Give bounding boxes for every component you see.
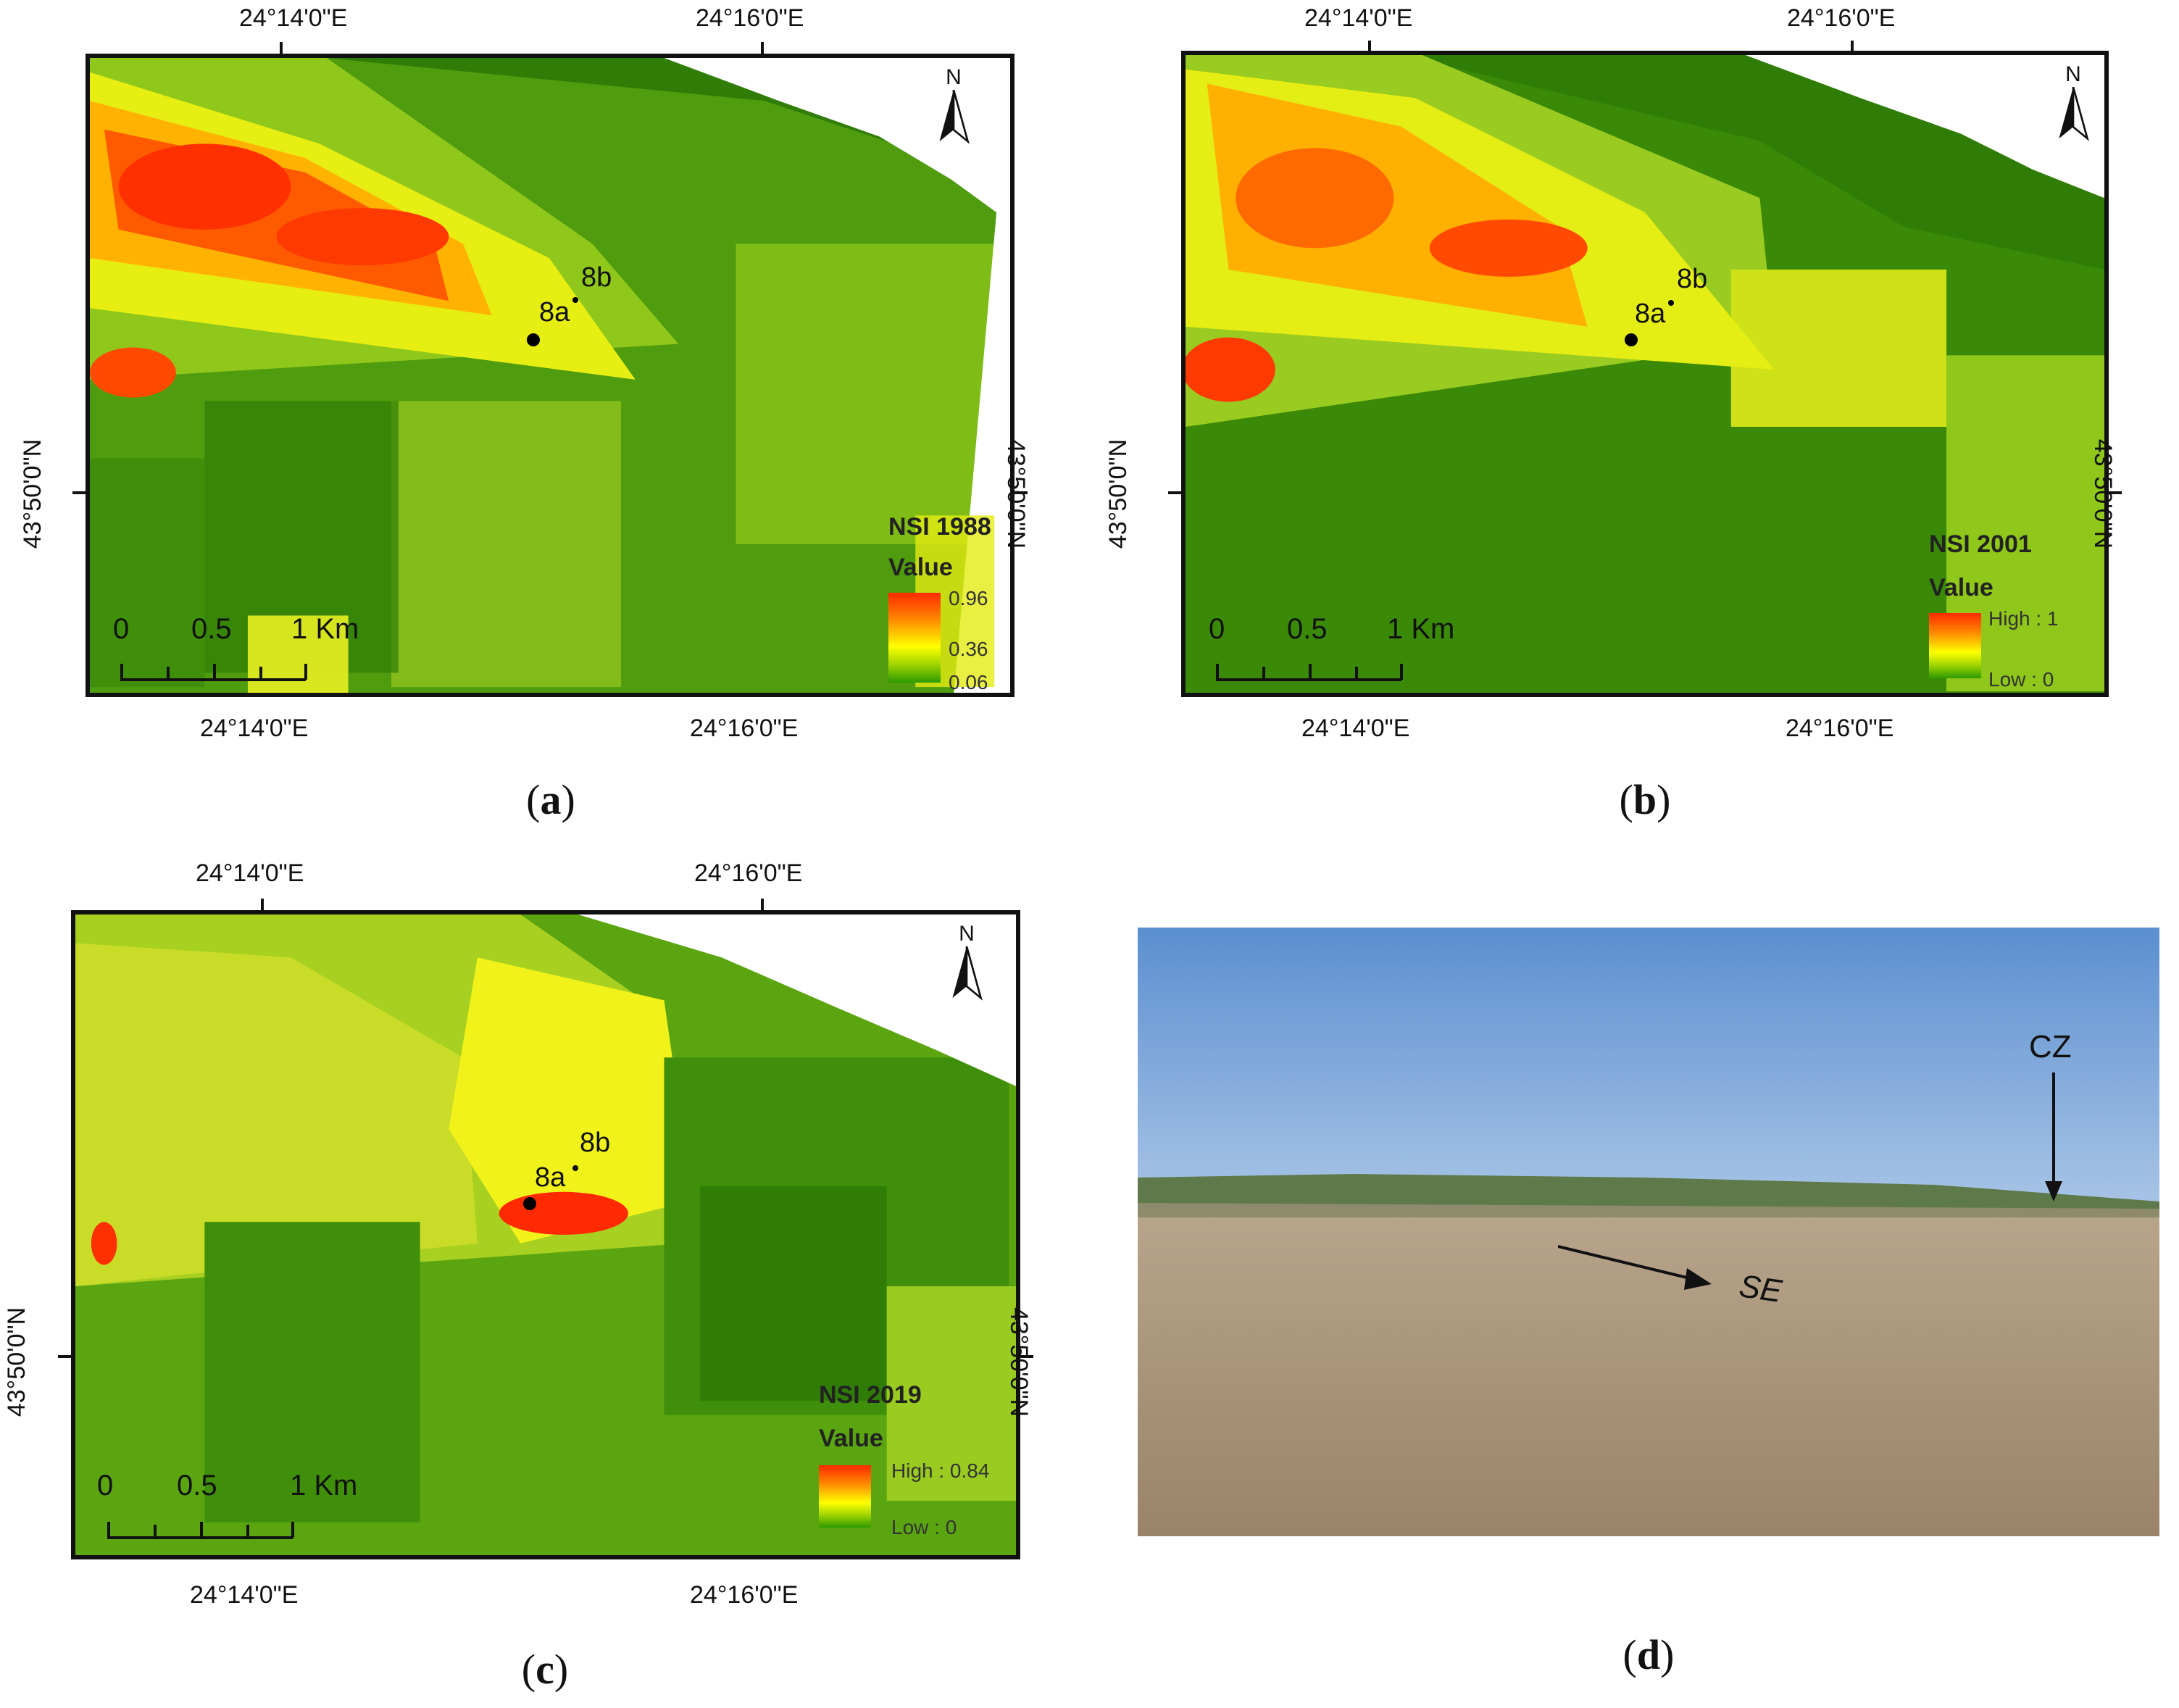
north-arrow-c: N bbox=[945, 922, 988, 1004]
legend-title-b: NSI 2001 bbox=[1929, 530, 2032, 558]
legend-high-b: High : 1 bbox=[1988, 607, 2059, 630]
legend-low-a: 0.06 bbox=[949, 671, 988, 693]
north-arrow-a: N bbox=[932, 65, 975, 148]
map-panel-c: 24°14'0"E 24°16'0"E 8a 8b N bbox=[0, 855, 1087, 1708]
bottom-lon-label-2: 24°16'0"E bbox=[1786, 715, 1894, 742]
top-lon-label-2: 24°16'0"E bbox=[1787, 4, 1896, 32]
left-lat-label-a: 43°50'0"N bbox=[19, 438, 47, 549]
site-8a-label: 8a bbox=[535, 1162, 566, 1193]
legend-low-c: Low : 0 bbox=[891, 1516, 957, 1538]
site-8b-label: 8b bbox=[581, 262, 612, 293]
legend-low-b: Low : 0 bbox=[1988, 668, 2054, 691]
map-raster-b: 8a 8b N NSI 2001 Value High : 1 Low : 0 … bbox=[1181, 51, 2109, 697]
site-8a-label: 8a bbox=[1635, 299, 1666, 329]
top-lon-label-2: 24°16'0"E bbox=[694, 859, 803, 887]
left-lat-label-b: 43°50'0"N bbox=[1104, 438, 1133, 549]
legend-mid-a: 0.36 bbox=[949, 638, 988, 660]
legend-title-a: NSI 1988 bbox=[888, 513, 991, 541]
legend-title-c: NSI 2019 bbox=[819, 1381, 922, 1409]
legend-value-b: Value bbox=[1929, 574, 1993, 601]
right-lat-label-c: 43°50'0"N bbox=[1005, 1307, 1033, 1417]
map-raster-a: 8a 8b N NSI 1988 Value 0.96 0.36 0.06 0 … bbox=[86, 54, 1014, 697]
map-panel-a: 24°14'0"E 24°16'0"E 8a 8b bbox=[0, 0, 1087, 833]
arrow-se bbox=[1558, 1245, 1712, 1290]
scale-zero-a: 0 bbox=[113, 613, 130, 645]
left-lat-label-c: 43°50'0"N bbox=[3, 1307, 31, 1417]
photo-panel-d: CZ SE (d) bbox=[1138, 928, 2167, 1708]
scale-one-c: 1 Km bbox=[290, 1470, 358, 1501]
map-raster-c: 8a 8b N NSI 2019 Value High : 0.84 Low :… bbox=[71, 910, 1020, 1559]
site-8b-dot bbox=[572, 1165, 578, 1171]
bottom-lon-label-1: 24°14'0"E bbox=[190, 1581, 299, 1609]
legend-value-a: Value bbox=[888, 554, 953, 581]
site-8b-dot bbox=[1668, 300, 1674, 306]
north-arrow-b: N bbox=[2051, 62, 2095, 145]
legend-colorbar-c bbox=[819, 1465, 871, 1528]
legend-colorbar-b bbox=[1929, 613, 1981, 678]
legend-colorbar-a bbox=[888, 593, 941, 683]
field-photo: CZ SE bbox=[1138, 928, 2159, 1536]
scale-zero-b: 0 bbox=[1209, 613, 1225, 645]
bottom-lon-label-1: 24°14'0"E bbox=[1301, 715, 1410, 742]
scale-half-c: 0.5 bbox=[177, 1470, 217, 1501]
caption-c: (c) bbox=[521, 1646, 569, 1693]
top-lon-label-1: 24°14'0"E bbox=[239, 4, 348, 32]
legend-value-c: Value bbox=[819, 1425, 883, 1452]
scale-one-a: 1 Km bbox=[291, 613, 359, 645]
scale-half-a: 0.5 bbox=[191, 613, 232, 645]
scale-zero-c: 0 bbox=[97, 1470, 114, 1501]
caption-b: (b) bbox=[1619, 776, 1671, 823]
scale-half-b: 0.5 bbox=[1287, 613, 1328, 645]
bottom-lon-label-1: 24°14'0"E bbox=[200, 715, 309, 742]
site-8b-label: 8b bbox=[580, 1128, 611, 1158]
top-lon-label-1: 24°14'0"E bbox=[1304, 4, 1413, 32]
site-8a-label: 8a bbox=[539, 297, 570, 328]
map-panel-b: 24°14'0"E 24°16'0"E 8a 8b N bbox=[1094, 0, 2179, 833]
label-cz: CZ bbox=[2029, 1029, 2072, 1065]
site-8b-dot bbox=[572, 297, 578, 303]
caption-a: (a) bbox=[526, 776, 575, 823]
bottom-lon-label-2: 24°16'0"E bbox=[690, 715, 799, 742]
legend-high-a: 0.96 bbox=[949, 587, 988, 609]
site-8a-dot bbox=[1625, 333, 1638, 346]
caption-d: (d) bbox=[1622, 1631, 1675, 1678]
legend-high-c: High : 0.84 bbox=[891, 1459, 990, 1482]
top-lon-label-1: 24°14'0"E bbox=[196, 859, 304, 887]
label-se: SE bbox=[1736, 1268, 1784, 1309]
site-8a-dot bbox=[527, 333, 540, 346]
site-8b-label: 8b bbox=[1677, 264, 1708, 294]
arrow-cz bbox=[2045, 1072, 2062, 1201]
top-lon-label-2: 24°16'0"E bbox=[696, 4, 804, 32]
scale-one-b: 1 Km bbox=[1387, 613, 1455, 645]
bottom-lon-label-2: 24°16'0"E bbox=[690, 1581, 799, 1609]
site-8a-dot bbox=[523, 1197, 536, 1210]
